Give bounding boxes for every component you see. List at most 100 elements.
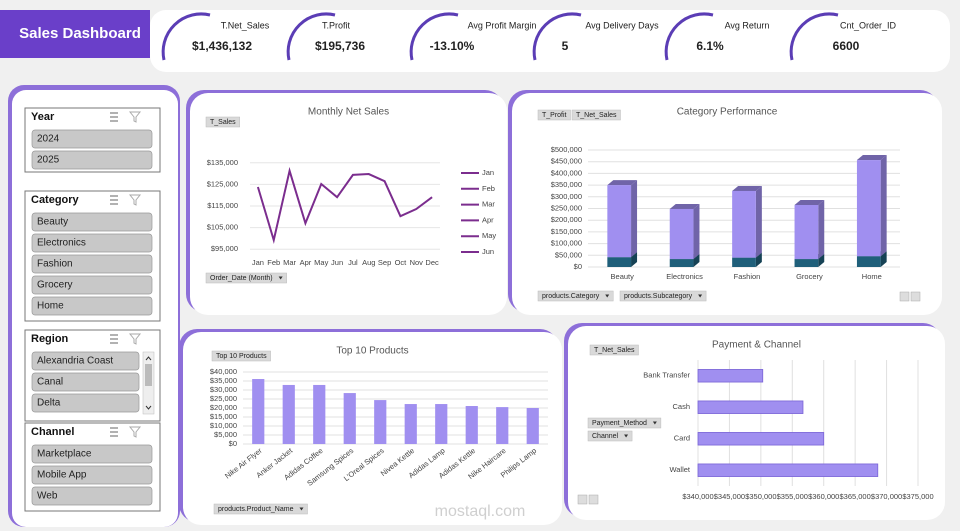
field-button-text: T_Net_Sales (594, 347, 635, 354)
bar-side (693, 254, 700, 267)
y-tick-label: $35,000 (210, 376, 237, 385)
kpi-arc (664, 12, 714, 61)
field-button (537, 109, 571, 121)
legend-label: May (482, 231, 496, 240)
bar-segment (607, 257, 632, 267)
x-tick-label: $370,000 (871, 492, 902, 501)
kpi-value: 6.1% (696, 39, 724, 53)
kpi-value: -13.10% (430, 39, 475, 53)
kpi-label: Cnt_Order_ID (840, 20, 897, 30)
x-tick-label: $355,000 (777, 492, 808, 501)
bar-segment (732, 257, 756, 267)
slicer-item[interactable] (31, 233, 153, 253)
x-tick-label: Jan (252, 258, 264, 267)
x-tick-label: Dec (425, 258, 439, 267)
slicer-item[interactable] (31, 275, 153, 295)
slicer-item-label: Delta (37, 398, 61, 409)
y-tick-label: $125,000 (207, 179, 238, 188)
bar (313, 384, 326, 444)
filter-button-text: Order_Date (Month) (210, 275, 273, 282)
slicer-title: Channel (31, 426, 74, 438)
bar (343, 393, 356, 444)
x-tick-label: $365,000 (839, 492, 870, 501)
x-tick-label: Fashion (734, 272, 761, 281)
y-tick-label: $200,000 (551, 215, 582, 224)
x-tick-label: $375,000 (902, 492, 933, 501)
filter-button-text: products.Subcategory (624, 293, 693, 300)
multi-select-icon (110, 195, 118, 205)
x-tick-label: Oct (395, 258, 408, 267)
chart-title: Top 10 Products (336, 346, 408, 357)
multi-select-icon (110, 427, 118, 437)
slicer-item[interactable] (31, 150, 153, 170)
slicer-item[interactable] (31, 296, 153, 316)
field-button (589, 344, 639, 356)
legend-label: Jan (482, 168, 494, 177)
y-tick-label: $0 (574, 262, 582, 271)
bar-segment (794, 204, 819, 260)
x-tick-label: $340,000 (682, 492, 713, 501)
y-tick-label: $50,000 (555, 250, 582, 259)
x-tick-label: Beauty (611, 272, 635, 281)
y-tick-label: Bank Transfer (643, 371, 690, 380)
slicer-item-label: Mobile App (37, 470, 87, 481)
kpi-label: T.Profit (322, 20, 351, 30)
bar-side (755, 252, 762, 267)
filter-button-arrow (624, 434, 629, 438)
y-tick-label: $40,000 (210, 367, 237, 376)
slicer-item[interactable] (31, 444, 153, 464)
slicer-item-label: Electronics (37, 238, 86, 249)
slicer-item[interactable] (31, 372, 140, 392)
bar-segment (794, 259, 819, 267)
clear-filter-icon (128, 111, 142, 123)
bar-side (818, 254, 825, 267)
bar-side (880, 155, 887, 257)
bar-side (880, 251, 887, 267)
kpi-value: 6600 (833, 39, 860, 53)
bar-side (693, 203, 700, 260)
slicer-item[interactable] (31, 351, 140, 371)
y-tick-label: $10,000 (210, 421, 237, 430)
chart-panel (190, 93, 507, 315)
slicer-item-label: Home (37, 301, 64, 312)
field-button (211, 350, 271, 362)
x-tick-label: Sep (378, 258, 391, 267)
slicer-item[interactable] (31, 129, 153, 149)
y-tick-label: $300,000 (551, 192, 582, 201)
slicer-item[interactable] (31, 393, 140, 413)
filter-button (619, 290, 707, 302)
bar (697, 369, 764, 383)
slicer-item-label: 2024 (37, 134, 60, 145)
bar (465, 406, 478, 444)
slicer-item[interactable] (31, 486, 153, 506)
bar-segment (856, 160, 881, 257)
slicer-item[interactable] (31, 212, 153, 232)
x-tick-label: Apr (300, 258, 312, 267)
bar (697, 463, 879, 477)
bar (252, 379, 265, 444)
slicer-item[interactable] (31, 254, 153, 274)
kpi-value: $195,736 (315, 39, 365, 53)
field-button-text: T_Sales (210, 119, 236, 126)
bar (496, 407, 509, 444)
bar-segment (856, 256, 881, 267)
collapse-button[interactable] (588, 494, 599, 505)
x-tick-label: Aug (362, 258, 375, 267)
y-tick-label: $500,000 (551, 145, 582, 154)
y-tick-label: $250,000 (551, 203, 582, 212)
slicer-item-label: Grocery (37, 280, 73, 291)
bar (526, 408, 539, 444)
x-tick-label: $345,000 (714, 492, 745, 501)
bar (282, 384, 295, 444)
expand-button[interactable] (899, 291, 910, 302)
collapse-button[interactable] (910, 291, 921, 302)
y-tick-label: $105,000 (207, 223, 238, 232)
y-tick-label: $0 (229, 439, 237, 448)
clear-filter-icon (128, 333, 142, 345)
slicer-item[interactable] (31, 465, 153, 485)
y-tick-label: $135,000 (207, 158, 238, 167)
expand-button[interactable] (577, 494, 588, 505)
y-tick-label: $15,000 (210, 412, 237, 421)
